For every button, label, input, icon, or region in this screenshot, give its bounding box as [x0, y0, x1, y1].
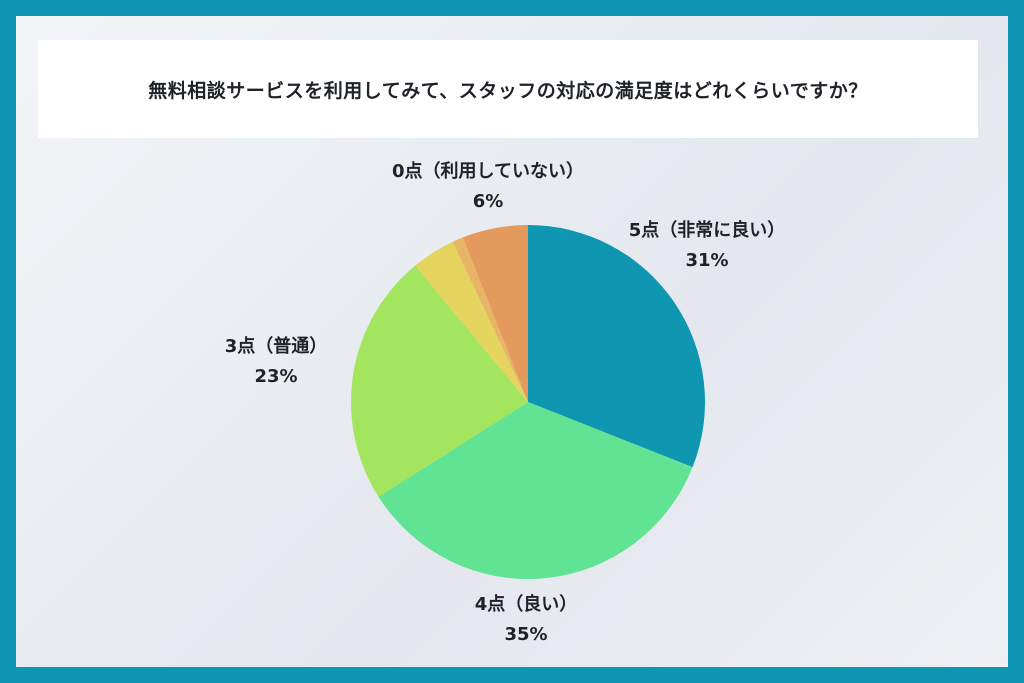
label-3-value: 23% [254, 366, 298, 387]
label-slice-3: 3点（普通） 23% [196, 332, 356, 392]
label-slice-0: 0点（利用していない） 6% [368, 157, 608, 217]
pie-slice-1 [378, 402, 693, 579]
pie-slice-5 [462, 225, 528, 402]
label-5-value: 31% [685, 250, 729, 271]
pie-slice-2 [351, 265, 528, 497]
label-slice-4: 4点（良い） 35% [436, 590, 616, 650]
label-0-value: 6% [472, 191, 504, 212]
pie-slice-0 [528, 225, 705, 468]
title-box: 無料相談サービスを利用してみて、スタッフの対応の満足度はどれくらいですか？ [38, 40, 978, 138]
label-4-value: 35% [504, 624, 548, 645]
label-4-name: 4点（良い） [474, 594, 578, 615]
label-0-name: 0点（利用していない） [392, 161, 584, 182]
label-3-name: 3点（普通） [224, 336, 328, 357]
label-5-name: 5点（非常に良い） [628, 220, 786, 241]
pie-slice-3 [415, 241, 528, 402]
label-slice-5: 5点（非常に良い） 31% [582, 216, 832, 276]
chart-title: 無料相談サービスを利用してみて、スタッフの対応の満足度はどれくらいですか？ [148, 79, 868, 102]
pie-chart [351, 225, 705, 579]
pie-slice-4 [452, 237, 528, 402]
chart-frame: 無料相談サービスを利用してみて、スタッフの対応の満足度はどれくらいですか？ 5点… [16, 16, 1008, 667]
